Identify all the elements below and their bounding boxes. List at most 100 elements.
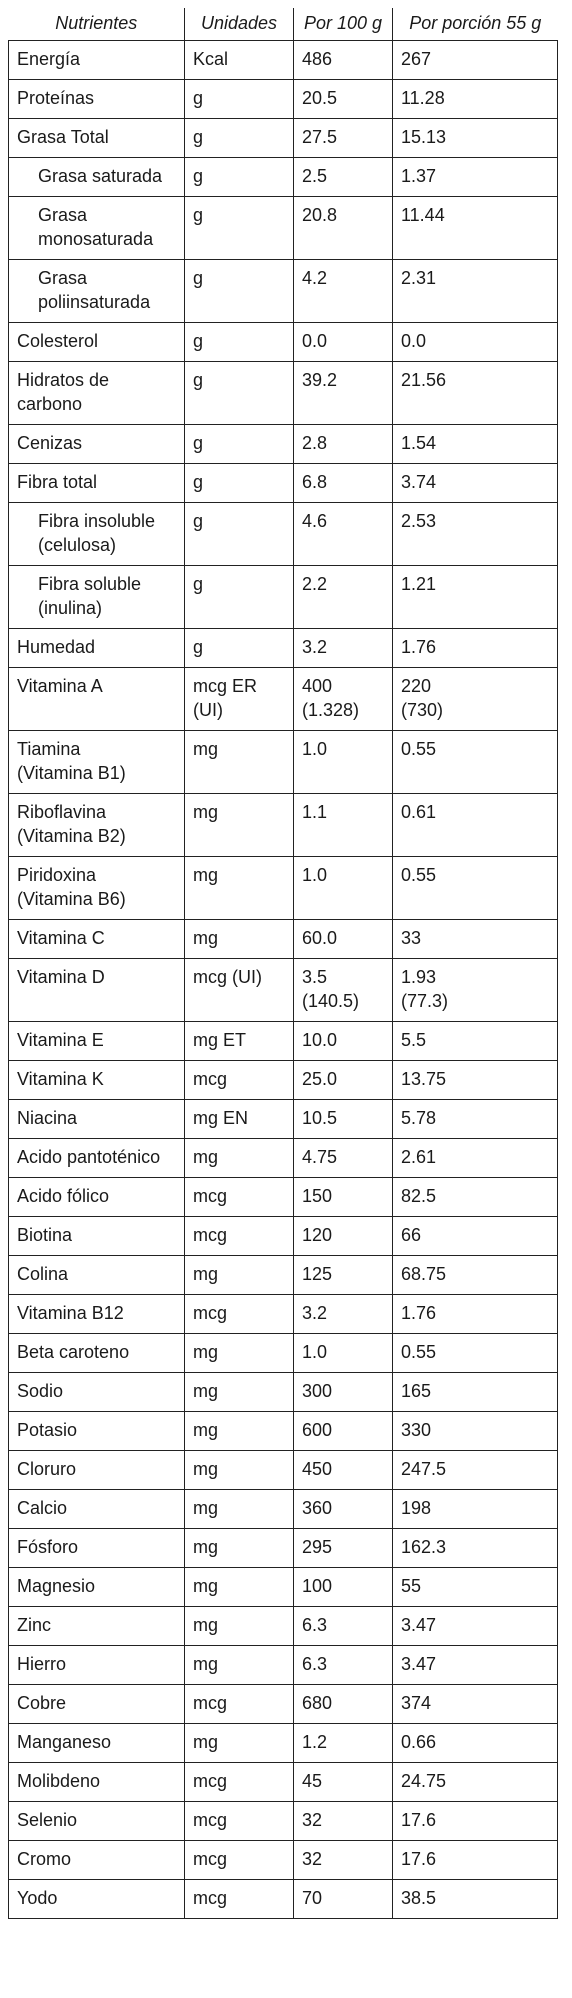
per-portion-cell: 0.0 bbox=[392, 322, 558, 362]
per-portion-cell: 0.61 bbox=[392, 793, 558, 857]
table-row: Grasa Total g 27.5 15.13 bbox=[8, 118, 558, 158]
per-portion-cell: 0.55 bbox=[392, 856, 558, 920]
table-row: Magnesio mg 100 55 bbox=[8, 1567, 558, 1607]
unit-cell: mcg bbox=[184, 1684, 294, 1724]
per-100g-cell: 32 bbox=[293, 1840, 393, 1880]
nutrient-cell: Magnesio bbox=[8, 1567, 185, 1607]
unit-cell: g bbox=[184, 196, 294, 260]
table-row: Hidratos de carbono g 39.2 21.56 bbox=[8, 361, 558, 425]
table-row: Manganeso mg 1.2 0.66 bbox=[8, 1723, 558, 1763]
nutrient-cell: Fibra insoluble (celulosa) bbox=[8, 502, 185, 566]
per-100g-cell: 300 bbox=[293, 1372, 393, 1412]
table-row: Potasio mg 600 330 bbox=[8, 1411, 558, 1451]
per-100g-cell: 25.0 bbox=[293, 1060, 393, 1100]
per-100g-cell: 6.8 bbox=[293, 463, 393, 503]
unit-cell: g bbox=[184, 628, 294, 668]
per-portion-cell: 68.75 bbox=[392, 1255, 558, 1295]
unit-cell: g bbox=[184, 463, 294, 503]
unit-cell: mg bbox=[184, 1333, 294, 1373]
nutrient-cell: Grasa monosaturada bbox=[8, 196, 185, 260]
nutrient-cell: Colesterol bbox=[8, 322, 185, 362]
per-100g-cell: 150 bbox=[293, 1177, 393, 1217]
per-100g-cell: 2.2 bbox=[293, 565, 393, 629]
header-nutrients: Nutrientes bbox=[8, 8, 185, 41]
per-portion-cell: 198 bbox=[392, 1489, 558, 1529]
per-100g-cell: 70 bbox=[293, 1879, 393, 1919]
unit-cell: Kcal bbox=[184, 40, 294, 80]
per-100g-cell: 3.2 bbox=[293, 1294, 393, 1334]
per-portion-cell: 0.55 bbox=[392, 730, 558, 794]
per-100g-cell: 6.3 bbox=[293, 1606, 393, 1646]
table-row: Tiamina (Vitamina B1) mg 1.0 0.55 bbox=[8, 730, 558, 794]
table-header: Nutrientes Unidades Por 100 g Por porció… bbox=[8, 8, 558, 41]
per-100g-cell: 1.0 bbox=[293, 1333, 393, 1373]
per-100g-cell: 20.8 bbox=[293, 196, 393, 260]
per-100g-cell: 3.5 (140.5) bbox=[293, 958, 393, 1022]
per-100g-cell: 32 bbox=[293, 1801, 393, 1841]
table-row: Acido fólico mcg 150 82.5 bbox=[8, 1177, 558, 1217]
unit-cell: mcg bbox=[184, 1294, 294, 1334]
per-portion-cell: 55 bbox=[392, 1567, 558, 1607]
table-body: Energía Kcal 486 267 Proteínas g 20.5 11.28 Gras… bbox=[8, 40, 558, 1919]
table-row: Grasa saturada g 2.5 1.37 bbox=[8, 157, 558, 197]
per-portion-cell: 2.31 bbox=[392, 259, 558, 323]
nutrient-cell: Piridoxina (Vitamina B6) bbox=[8, 856, 185, 920]
nutrient-cell: Vitamina K bbox=[8, 1060, 185, 1100]
unit-cell: mcg bbox=[184, 1801, 294, 1841]
nutrient-cell: Acido fólico bbox=[8, 1177, 185, 1217]
unit-cell: g bbox=[184, 424, 294, 464]
per-portion-cell: 15.13 bbox=[392, 118, 558, 158]
per-100g-cell: 39.2 bbox=[293, 361, 393, 425]
table-row: Colina mg 125 68.75 bbox=[8, 1255, 558, 1295]
per-portion-cell: 267 bbox=[392, 40, 558, 80]
nutrient-cell: Manganeso bbox=[8, 1723, 185, 1763]
nutrient-cell: Vitamina A bbox=[8, 667, 185, 731]
per-portion-cell: 82.5 bbox=[392, 1177, 558, 1217]
unit-cell: g bbox=[184, 79, 294, 119]
table-row: Yodo mcg 70 38.5 bbox=[8, 1879, 558, 1919]
nutrient-cell: Sodio bbox=[8, 1372, 185, 1412]
unit-cell: mcg ER (UI) bbox=[184, 667, 294, 731]
per-100g-cell: 486 bbox=[293, 40, 393, 80]
per-portion-cell: 1.76 bbox=[392, 1294, 558, 1334]
per-100g-cell: 0.0 bbox=[293, 322, 393, 362]
per-100g-cell: 10.0 bbox=[293, 1021, 393, 1061]
table-row: Cobre mcg 680 374 bbox=[8, 1684, 558, 1724]
unit-cell: mcg bbox=[184, 1762, 294, 1802]
unit-cell: mcg bbox=[184, 1177, 294, 1217]
table-row: Humedad g 3.2 1.76 bbox=[8, 628, 558, 668]
unit-cell: mcg (UI) bbox=[184, 958, 294, 1022]
per-portion-cell: 21.56 bbox=[392, 361, 558, 425]
nutrient-cell: Beta caroteno bbox=[8, 1333, 185, 1373]
table-row: Vitamina B12 mcg 3.2 1.76 bbox=[8, 1294, 558, 1334]
per-portion-cell: 13.75 bbox=[392, 1060, 558, 1100]
unit-cell: mg bbox=[184, 1138, 294, 1178]
per-100g-cell: 10.5 bbox=[293, 1099, 393, 1139]
unit-cell: g bbox=[184, 361, 294, 425]
unit-cell: mg bbox=[184, 1372, 294, 1412]
per-100g-cell: 295 bbox=[293, 1528, 393, 1568]
unit-cell: mg bbox=[184, 1567, 294, 1607]
table-row: Calcio mg 360 198 bbox=[8, 1489, 558, 1529]
per-100g-cell: 600 bbox=[293, 1411, 393, 1451]
per-portion-cell: 17.6 bbox=[392, 1801, 558, 1841]
nutrient-cell: Cobre bbox=[8, 1684, 185, 1724]
per-100g-cell: 4.2 bbox=[293, 259, 393, 323]
nutrient-cell: Selenio bbox=[8, 1801, 185, 1841]
per-100g-cell: 3.2 bbox=[293, 628, 393, 668]
per-portion-cell: 247.5 bbox=[392, 1450, 558, 1490]
nutrient-cell: Humedad bbox=[8, 628, 185, 668]
table-row: Beta caroteno mg 1.0 0.55 bbox=[8, 1333, 558, 1373]
per-portion-cell: 1.21 bbox=[392, 565, 558, 629]
nutrient-cell: Grasa Total bbox=[8, 118, 185, 158]
nutrient-cell: Proteínas bbox=[8, 79, 185, 119]
unit-cell: mcg bbox=[184, 1216, 294, 1256]
per-100g-cell: 1.2 bbox=[293, 1723, 393, 1763]
nutrient-cell: Biotina bbox=[8, 1216, 185, 1256]
unit-cell: mg bbox=[184, 793, 294, 857]
nutrient-cell: Energía bbox=[8, 40, 185, 80]
nutrition-table-container: Nutrientes Unidades Por 100 g Por porció… bbox=[8, 8, 558, 1919]
